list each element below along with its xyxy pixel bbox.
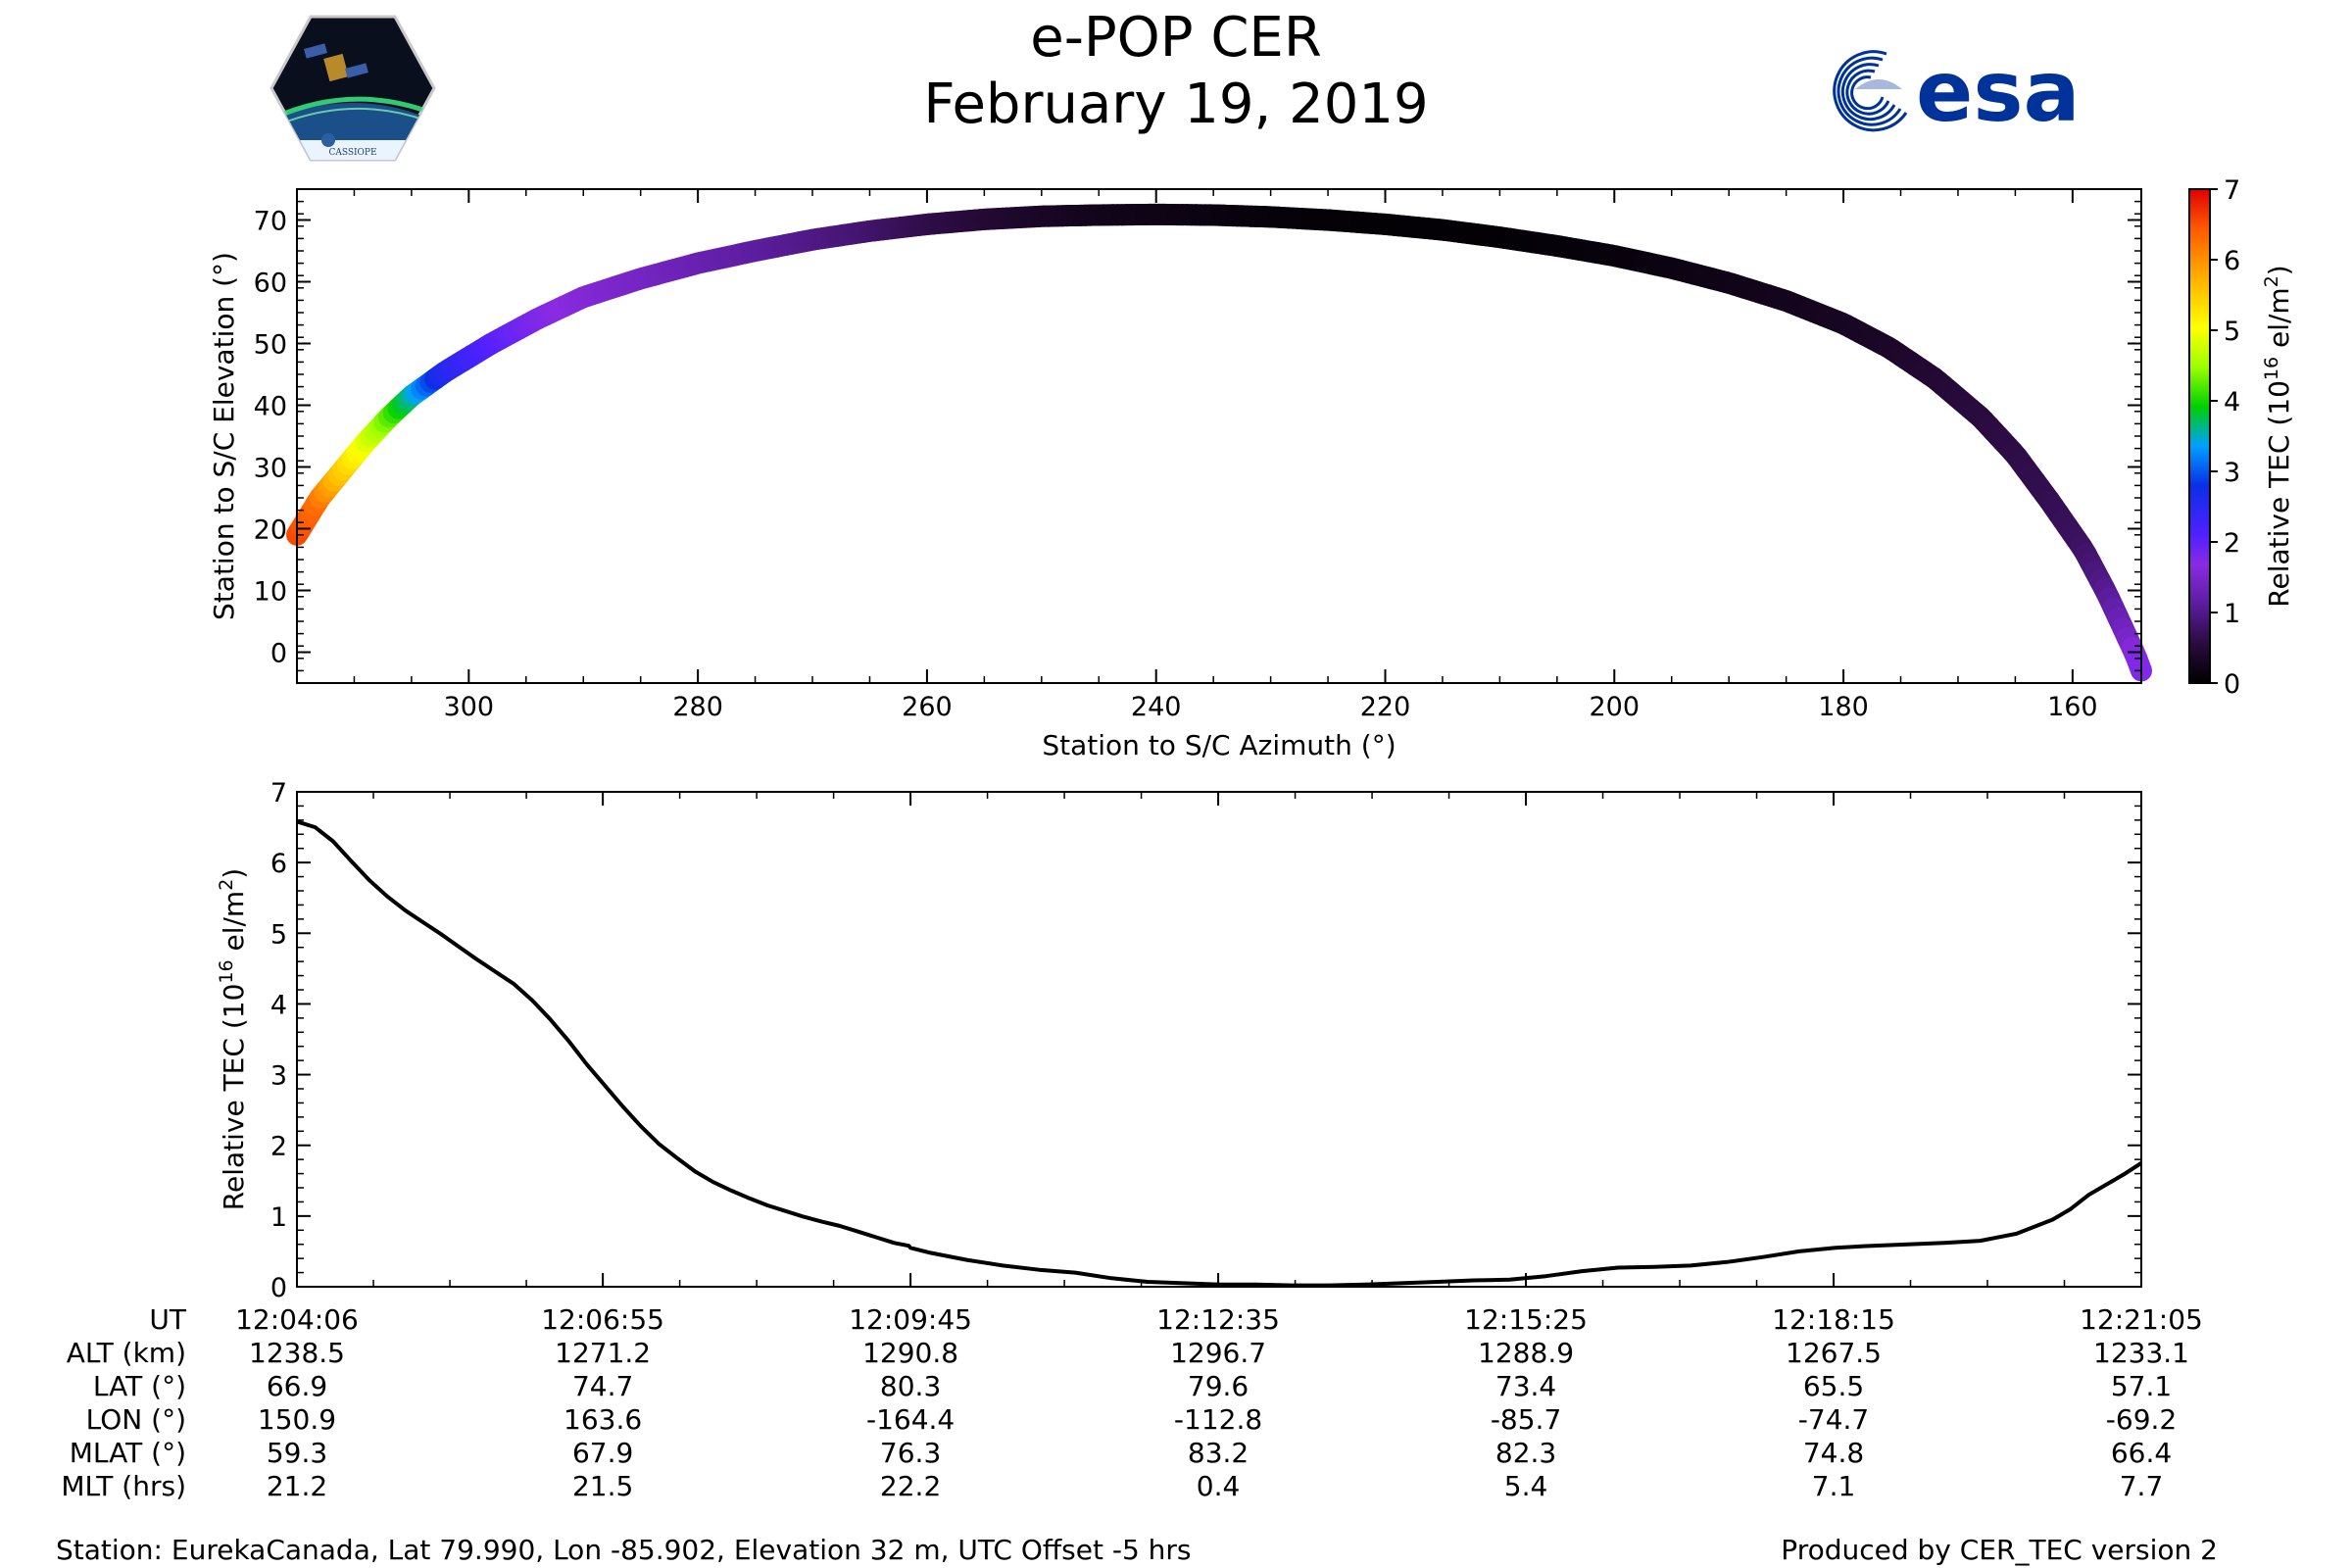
x-tick-label: 180 xyxy=(1818,692,1869,722)
y-tick-label: 0 xyxy=(270,639,287,669)
colorbar-tick-label: 1 xyxy=(2224,599,2240,629)
table-cell: 12:12:35 xyxy=(1156,1303,1280,1336)
colorbar-tick-label: 3 xyxy=(2224,458,2240,488)
table-cell: 73.4 xyxy=(1494,1370,1557,1402)
colorbar-label: Relative TEC (1016 el/m2) xyxy=(2261,265,2295,607)
y-tick-label: 2 xyxy=(270,1132,287,1162)
y-tick-label: 10 xyxy=(254,577,287,608)
colorbar-tick-label: 7 xyxy=(2224,175,2240,206)
x-tick-label: 240 xyxy=(1131,692,1182,722)
esa-logo-text: esa xyxy=(1916,43,2081,141)
table-row-label: LON (°) xyxy=(85,1403,186,1436)
x-tick-label: 200 xyxy=(1590,692,1641,722)
x-tick-label: 220 xyxy=(1360,692,1411,722)
colorbar-tick-label: 6 xyxy=(2224,246,2240,276)
y-tick-label: 20 xyxy=(254,515,287,546)
table-cell: 1267.5 xyxy=(1786,1337,1883,1369)
table-cell: -74.7 xyxy=(1797,1403,1870,1436)
table-cell: 7.1 xyxy=(1811,1470,1856,1502)
y-tick-label: 3 xyxy=(270,1061,287,1092)
table-cell: 66.9 xyxy=(266,1370,328,1402)
table-cell: -85.7 xyxy=(1490,1403,1562,1436)
table-cell: 59.3 xyxy=(266,1437,328,1469)
table-row-label: MLT (hrs) xyxy=(61,1470,186,1502)
table-cell: 1238.5 xyxy=(249,1337,345,1369)
table-cell: 79.6 xyxy=(1187,1370,1250,1402)
table-cell: 67.9 xyxy=(571,1437,634,1469)
page-date: February 19, 2019 xyxy=(923,73,1429,136)
x-axis-label: Station to S/C Azimuth (°) xyxy=(1042,729,1396,761)
table-cell: 66.4 xyxy=(2110,1437,2173,1469)
table-cell: 12:09:45 xyxy=(849,1303,972,1336)
station-info: Station: EurekaCanada, Lat 79.990, Lon -… xyxy=(56,1534,1192,1566)
x-tick-label: 300 xyxy=(444,692,495,722)
table-cell: 7.7 xyxy=(2119,1470,2164,1502)
produced-by: Produced by CER_TEC version 2 xyxy=(1781,1534,2218,1566)
table-cell: 83.2 xyxy=(1187,1437,1250,1469)
x-tick-label: 160 xyxy=(2047,692,2098,722)
page-title: e-POP CER xyxy=(1030,6,1322,70)
colorbar-tick-label: 5 xyxy=(2224,317,2240,347)
table-cell: 1271.2 xyxy=(555,1337,652,1369)
y-tick-label: 30 xyxy=(254,454,287,484)
y-tick-label: 6 xyxy=(270,849,287,879)
table-cell: 74.8 xyxy=(1802,1437,1865,1469)
x-tick-label: 260 xyxy=(902,692,953,722)
table-cell: 21.5 xyxy=(571,1470,634,1502)
y-tick-label: 7 xyxy=(270,778,287,808)
y-tick-label: 40 xyxy=(254,392,287,422)
x-tick-label: 280 xyxy=(672,692,723,722)
table-cell: 150.9 xyxy=(257,1403,337,1436)
table-cell: 1296.7 xyxy=(1170,1337,1267,1369)
table-cell: 82.3 xyxy=(1494,1437,1557,1469)
colorbar-tick-label: 2 xyxy=(2224,528,2240,559)
y-tick-label: 70 xyxy=(254,207,287,237)
y-tick-label: 4 xyxy=(270,990,287,1020)
y-tick-label: 1 xyxy=(270,1202,287,1233)
table-cell: 21.2 xyxy=(266,1470,328,1502)
table-cell: 5.4 xyxy=(1503,1470,1548,1502)
table-cell: 65.5 xyxy=(1802,1370,1865,1402)
table-cell: -112.8 xyxy=(1173,1403,1263,1436)
table-cell: 12:18:15 xyxy=(1772,1303,1895,1336)
table-cell: 57.1 xyxy=(2110,1370,2173,1402)
cassiope-logo: CASSIOPE xyxy=(270,15,436,162)
y-tick-label: 0 xyxy=(270,1273,287,1303)
table-cell: 74.7 xyxy=(571,1370,634,1402)
table-cell: 1233.1 xyxy=(2093,1337,2189,1369)
table-row-label: ALT (km) xyxy=(66,1337,186,1369)
plot2-frame xyxy=(296,791,2142,1288)
table-row-label: MLAT (°) xyxy=(69,1437,186,1469)
colorbar-tick-label: 4 xyxy=(2224,387,2240,417)
y-tick-label: 5 xyxy=(270,919,287,950)
plot1-frame xyxy=(296,188,2142,684)
table-row-label: UT xyxy=(149,1303,186,1336)
table-cell: 22.2 xyxy=(879,1470,942,1502)
table-cell: 1290.8 xyxy=(862,1337,959,1369)
table-cell: 12:21:05 xyxy=(2080,1303,2203,1336)
colorbar xyxy=(2188,188,2211,684)
table-cell: 0.4 xyxy=(1196,1470,1241,1502)
table-cell: -164.4 xyxy=(865,1403,956,1436)
table-cell: 12:04:06 xyxy=(235,1303,359,1336)
y-tick-label: 50 xyxy=(254,330,287,361)
y-axis-label: Relative TEC (1016 el/m2) xyxy=(216,868,250,1210)
table-cell: 12:15:25 xyxy=(1464,1303,1588,1336)
esa-logo: esa xyxy=(1833,43,2081,141)
y-tick-label: 60 xyxy=(254,269,287,299)
cassiope-logo-text: CASSIOPE xyxy=(328,148,376,158)
table-cell: 163.6 xyxy=(564,1403,643,1436)
table-cell: 1288.9 xyxy=(1478,1337,1575,1369)
table-cell: 76.3 xyxy=(879,1437,942,1469)
table-cell: 12:06:55 xyxy=(541,1303,665,1336)
y-axis-label: Station to S/C Elevation (°) xyxy=(208,252,240,620)
table-row-label: LAT (°) xyxy=(92,1370,186,1402)
table-cell: -69.2 xyxy=(2105,1403,2178,1436)
tec-line xyxy=(296,819,2143,1288)
table-cell: 80.3 xyxy=(879,1370,942,1402)
colorbar-tick-label: 0 xyxy=(2224,669,2240,700)
